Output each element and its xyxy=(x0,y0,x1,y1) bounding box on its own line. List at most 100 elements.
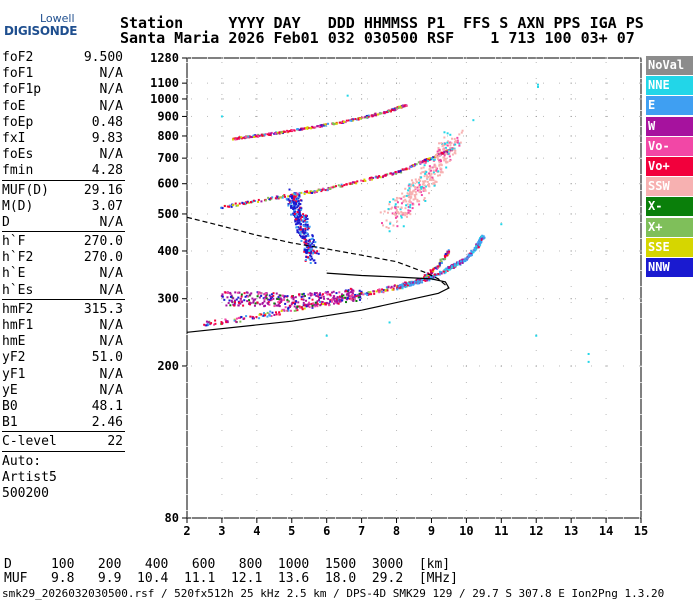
grid-dot xyxy=(207,250,208,252)
echo-point-6 xyxy=(360,290,363,293)
grid-dot xyxy=(605,110,607,111)
grid-dot xyxy=(396,366,398,367)
grid-dot xyxy=(495,82,496,84)
grid-dot xyxy=(640,494,642,495)
grid-dot xyxy=(256,142,258,143)
echo-point-1 xyxy=(278,313,281,316)
grid-dot xyxy=(221,414,223,415)
param-label: yF1 xyxy=(2,366,26,382)
grid-dot xyxy=(500,62,502,63)
noise-echo xyxy=(587,360,590,363)
echo-point-6 xyxy=(249,302,252,305)
grid-dot xyxy=(640,398,642,399)
echo-point-7 xyxy=(303,231,306,234)
echo-point-4 xyxy=(403,104,406,107)
grid-dot xyxy=(500,98,502,100)
echo-point-4 xyxy=(398,105,401,108)
echo-point-2 xyxy=(464,258,467,261)
echo-point-6 xyxy=(252,301,255,304)
echo-point-3 xyxy=(306,191,309,194)
echo-point-4 xyxy=(324,123,327,126)
grid-dot xyxy=(319,57,320,59)
grid-dot xyxy=(570,334,572,335)
echo-point-4 xyxy=(395,107,398,110)
echo-point-6 xyxy=(250,292,253,295)
echo-point-3 xyxy=(427,158,430,161)
grid-dot xyxy=(500,510,502,511)
echo-point-1 xyxy=(308,306,311,309)
grid-dot xyxy=(335,183,336,185)
x-tick-label: 4 xyxy=(253,524,260,538)
param-row: foF1p N/A xyxy=(0,82,127,98)
grid-dot xyxy=(415,157,416,159)
echo-point-6 xyxy=(265,297,268,300)
echo-point-2 xyxy=(424,276,427,279)
grid-dot xyxy=(291,78,293,79)
echo-point-1 xyxy=(438,262,441,265)
grid-dot xyxy=(396,510,398,511)
grid-dot xyxy=(326,206,328,207)
param-value: 4.28 xyxy=(91,163,123,179)
echo-point-4 xyxy=(320,125,323,128)
echo-point-6 xyxy=(246,295,249,298)
grid-dot xyxy=(511,98,512,100)
echo-point-2 xyxy=(396,288,399,291)
grid-dot xyxy=(465,478,467,479)
echo-point-6 xyxy=(336,296,339,299)
grid-dot xyxy=(271,82,272,84)
legend-item-x: X+ xyxy=(646,217,693,237)
echo-point-3 xyxy=(310,190,313,193)
x-tick-label: 7 xyxy=(358,524,365,538)
plot-frame xyxy=(186,57,642,519)
echo-point-1 xyxy=(425,273,428,276)
grid-dot xyxy=(640,334,642,335)
echo-point-5 xyxy=(396,225,399,228)
grid-dot xyxy=(207,82,208,84)
echo-point-5 xyxy=(412,190,415,193)
echo-point-6 xyxy=(311,298,314,301)
echo-point-1 xyxy=(262,312,265,315)
echo-point-6 xyxy=(352,289,355,292)
grid-dot xyxy=(535,135,537,137)
grid-dot xyxy=(431,115,432,117)
echo-point-7 xyxy=(316,250,319,253)
grid-dot xyxy=(570,82,572,84)
echo-point-2 xyxy=(461,261,464,264)
echo-point-5 xyxy=(389,221,392,224)
grid-dot xyxy=(255,157,256,159)
grid-dot xyxy=(465,366,467,367)
echo-point-7 xyxy=(296,219,299,222)
echo-point-5 xyxy=(418,178,421,181)
echo-point-5 xyxy=(435,153,438,156)
grid-dot xyxy=(396,414,398,415)
echo-point-3 xyxy=(369,178,372,181)
echo-point-2 xyxy=(444,268,447,271)
grid-dot xyxy=(640,350,642,351)
grid-dot xyxy=(223,82,224,84)
grid-dot xyxy=(527,365,528,367)
echo-point-5 xyxy=(417,185,420,188)
density-profile-line xyxy=(186,216,450,289)
echo-point-5 xyxy=(416,189,419,192)
echo-point-6 xyxy=(284,306,287,309)
echo-point-5 xyxy=(407,196,410,199)
grid-dot xyxy=(570,126,572,127)
echo-point-7 xyxy=(298,215,301,218)
echo-point-6 xyxy=(341,299,344,302)
echo-point-5 xyxy=(459,141,462,144)
echo-point-3 xyxy=(362,179,365,182)
echo-point-1 xyxy=(275,313,278,316)
echo-point-5 xyxy=(400,210,403,213)
echo-point-3 xyxy=(408,167,411,170)
echo-point-6 xyxy=(288,305,291,308)
echo-point-1 xyxy=(319,300,322,303)
grid-dot xyxy=(367,517,368,519)
echo-point-6 xyxy=(360,292,363,295)
echo-point-2 xyxy=(467,255,470,258)
grid-dot xyxy=(399,157,400,159)
echo-point-3 xyxy=(311,191,314,194)
echo-point-4 xyxy=(266,133,269,136)
echo-point-5 xyxy=(397,211,400,214)
grid-dot xyxy=(239,98,240,100)
echo-point-5 xyxy=(407,184,410,187)
